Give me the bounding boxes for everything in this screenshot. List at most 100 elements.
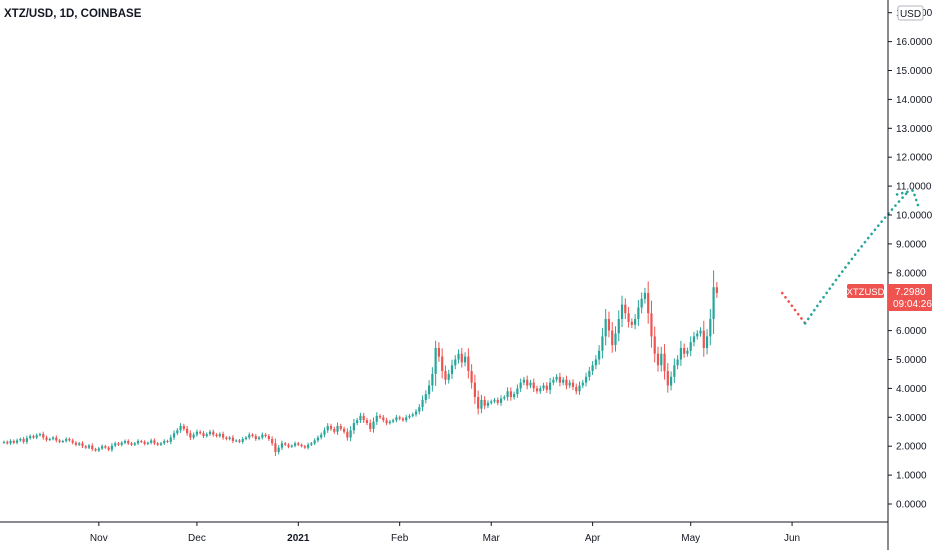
candle-body	[663, 354, 665, 371]
candle-body	[117, 443, 119, 444]
candle-body	[186, 429, 188, 433]
candle-body	[408, 416, 410, 417]
candle-body	[271, 439, 273, 443]
candle-body	[104, 446, 106, 447]
candle-body	[667, 371, 669, 385]
candle-body	[170, 438, 172, 442]
price-axis-tick-label: 12.0000	[896, 153, 932, 164]
candle-body	[438, 348, 440, 357]
candle-body	[605, 319, 607, 336]
candle-body	[418, 407, 420, 411]
currency-badge-label: USD	[900, 9, 921, 20]
candle-body	[673, 365, 675, 377]
candle-body	[457, 354, 459, 360]
candle-body	[520, 383, 522, 389]
candle-body	[592, 365, 594, 371]
candle-body	[58, 440, 60, 441]
candle-body	[421, 400, 423, 407]
candle-body	[389, 422, 391, 423]
candle-body	[490, 401, 492, 402]
candle-body	[238, 440, 240, 441]
candle-body	[219, 434, 221, 436]
candle-body	[569, 383, 571, 386]
candle-body	[310, 443, 312, 444]
candle-body	[81, 443, 83, 446]
candle-body	[229, 438, 231, 439]
candle-body	[627, 313, 629, 322]
candle-body	[42, 434, 44, 437]
candle-body	[6, 442, 8, 443]
candle-body	[212, 432, 214, 435]
candle-body	[163, 441, 165, 443]
candle-body	[425, 394, 427, 400]
chart-title: XTZ/USD, 1D, COINBASE	[4, 8, 142, 20]
candle-body	[268, 436, 270, 439]
candle-body	[130, 443, 132, 444]
time-axis-tick-label: Mar	[483, 533, 501, 544]
candle-body	[85, 446, 87, 447]
candle-body	[317, 438, 319, 441]
candle-body	[340, 426, 342, 429]
candle-body	[206, 434, 208, 436]
candle-body	[385, 420, 387, 423]
candle-body	[392, 420, 394, 421]
candle-body	[588, 371, 590, 377]
time-axis-tick-label: Apr	[585, 533, 601, 544]
candle-body	[134, 443, 136, 444]
candle-body	[467, 357, 469, 371]
candle-body	[497, 400, 499, 403]
candle-body	[356, 420, 358, 423]
candle-body	[189, 433, 191, 437]
candle-body	[330, 426, 332, 429]
candle-body	[153, 440, 155, 443]
candle-body	[693, 336, 695, 342]
candle-body	[454, 360, 456, 366]
candle-body	[363, 416, 365, 420]
candle-body	[327, 426, 329, 430]
candle-body	[307, 445, 309, 448]
candle-body	[510, 391, 512, 397]
candle-body	[706, 336, 708, 348]
candle-body	[157, 443, 159, 444]
candle-body	[703, 331, 705, 348]
candle-body	[448, 374, 450, 380]
candle-body	[23, 439, 25, 442]
candle-body	[173, 433, 175, 437]
candle-body	[274, 443, 276, 452]
candle-body	[552, 380, 554, 383]
candle-body	[304, 446, 306, 447]
candle-body	[382, 417, 384, 420]
candle-body	[405, 417, 407, 420]
currency-badge[interactable]: USD	[898, 6, 923, 20]
candle-body	[431, 374, 433, 386]
candle-body	[232, 438, 234, 441]
candle-body	[660, 354, 662, 366]
candle-body	[696, 333, 698, 336]
candle-body	[121, 443, 123, 445]
candle-body	[251, 435, 253, 436]
candle-body	[451, 365, 453, 374]
candle-body	[255, 436, 257, 439]
candle-body	[193, 435, 195, 438]
candle-body	[677, 360, 679, 366]
candle-body	[101, 446, 103, 448]
candle-body	[140, 441, 142, 442]
candle-body	[506, 391, 508, 397]
candle-body	[291, 446, 293, 447]
candle-body	[477, 397, 479, 409]
candle-body	[78, 443, 80, 444]
time-axis-tick-label: May	[681, 533, 700, 544]
candle-body	[415, 412, 417, 415]
price-axis-tick-label: 15.0000	[896, 66, 932, 77]
candle-body	[611, 331, 613, 345]
price-axis-tick-label: 1.0000	[896, 471, 927, 482]
price-axis-tick-label: 2.0000	[896, 442, 927, 453]
candle-body	[265, 435, 267, 436]
candle-body	[242, 439, 244, 442]
candle-body	[670, 377, 672, 386]
candle-body	[699, 331, 701, 334]
candle-body	[549, 383, 551, 390]
candle-body	[94, 449, 96, 450]
